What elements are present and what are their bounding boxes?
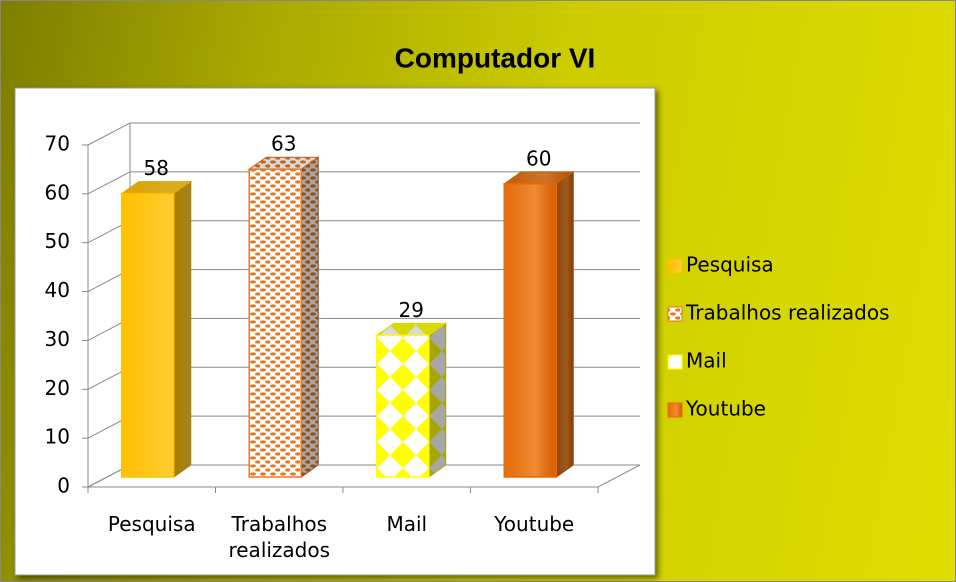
value-label: 58 [144, 156, 169, 180]
legend-swatch [667, 402, 683, 418]
y-tick-label: 70 [45, 132, 70, 156]
legend-label: Mail [686, 349, 727, 373]
y-tick-label: 30 [45, 327, 70, 351]
legend-label: Youtube [685, 397, 766, 421]
x-tick-label: Trabalhos realizados [228, 512, 331, 562]
bar-side [173, 180, 192, 478]
x-tick-label: Youtube [494, 512, 575, 536]
value-label: 29 [399, 298, 424, 322]
grid-line [87, 122, 131, 146]
y-tick-label: 50 [45, 229, 70, 253]
bar [376, 334, 430, 478]
bar-side [300, 156, 319, 478]
chart-title: Computador VI [395, 42, 596, 73]
x-tick-label: Mail [386, 512, 428, 536]
bar-side [555, 170, 574, 478]
y-tick-label: 60 [45, 180, 70, 204]
bar-side [428, 322, 447, 478]
y-tick-label: 10 [45, 425, 70, 449]
bar [121, 192, 175, 478]
legend-label: Pesquisa [686, 253, 774, 277]
bar [503, 183, 557, 478]
y-tick-label: 20 [45, 376, 70, 400]
grid-line [87, 171, 131, 195]
legend-label: Trabalhos realizados [685, 301, 890, 325]
legend-swatch [667, 354, 683, 370]
value-label: 63 [271, 132, 296, 156]
y-tick-label: 40 [45, 278, 70, 302]
x-tick-label: Pesquisa [107, 512, 196, 536]
legend-swatch [667, 306, 683, 322]
value-label: 60 [526, 146, 551, 170]
bar [248, 168, 302, 478]
y-tick-label: 0 [57, 474, 70, 498]
legend-swatch [667, 258, 683, 274]
